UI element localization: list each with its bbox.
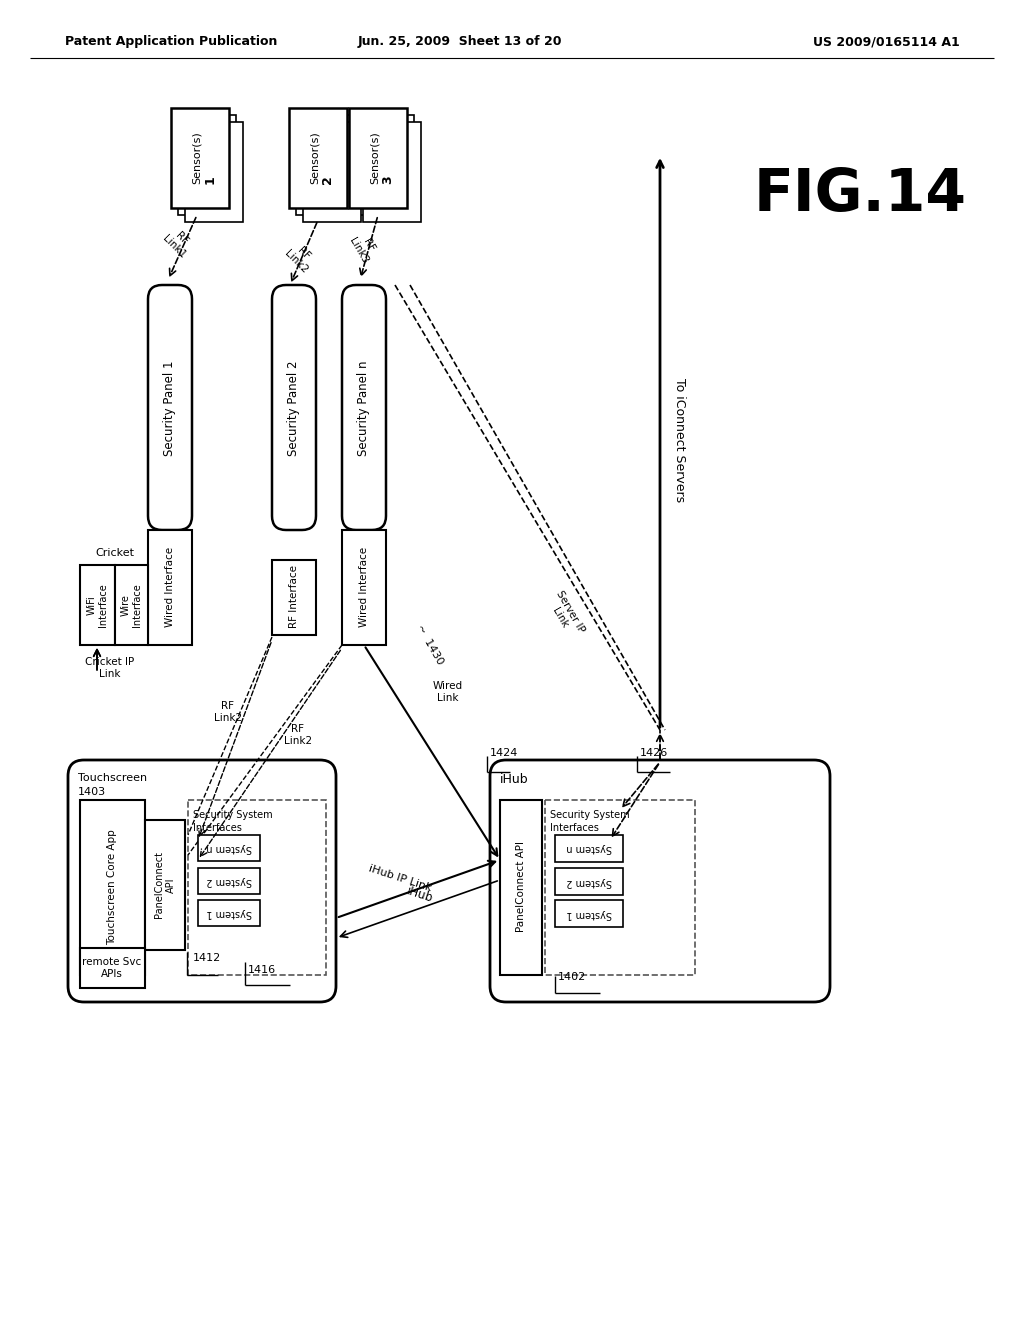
Bar	[272, 560, 316, 635]
Text: System 2: System 2	[206, 876, 252, 886]
Bar	[145, 820, 185, 950]
Text: Security Panel 1: Security Panel 1	[164, 360, 176, 455]
Bar	[555, 900, 623, 927]
Bar	[80, 800, 145, 975]
Text: 1403: 1403	[78, 787, 106, 797]
Text: Touchscreen: Touchscreen	[78, 774, 147, 783]
Text: iHub: iHub	[406, 884, 435, 906]
Bar	[349, 108, 407, 209]
Text: System 2: System 2	[566, 876, 612, 887]
Text: RF
Link2: RF Link2	[284, 725, 312, 746]
Text: Sensor(s): Sensor(s)	[370, 132, 380, 185]
Text: 1416: 1416	[248, 965, 276, 975]
Bar	[500, 800, 542, 975]
Text: Wired
Link: Wired Link	[433, 681, 463, 702]
Text: Security System: Security System	[550, 810, 630, 820]
Text: Security System: Security System	[193, 810, 272, 820]
Text: 1: 1	[204, 176, 216, 185]
Bar	[198, 836, 260, 861]
Text: System 1: System 1	[206, 908, 252, 917]
Text: System n: System n	[566, 843, 612, 853]
Text: Cricket: Cricket	[95, 548, 134, 558]
FancyBboxPatch shape	[68, 760, 336, 1002]
Text: Wired Interface: Wired Interface	[165, 546, 175, 627]
Text: iHub IP Link: iHub IP Link	[368, 863, 433, 892]
Text: ~  1430: ~ 1430	[415, 623, 445, 667]
Text: PanelConnect API: PanelConnect API	[516, 842, 526, 932]
Text: Patent Application Publication: Patent Application Publication	[65, 36, 278, 49]
Bar	[188, 800, 326, 975]
Text: RF
Link1: RF Link1	[161, 226, 196, 260]
Text: Sensor(s): Sensor(s)	[193, 132, 202, 185]
Text: iHub: iHub	[500, 774, 528, 785]
Text: US 2009/0165114 A1: US 2009/0165114 A1	[813, 36, 961, 49]
Text: Touchscreen Core App: Touchscreen Core App	[106, 829, 117, 945]
Text: Security Panel n: Security Panel n	[357, 360, 371, 455]
Text: Sensor(s): Sensor(s)	[310, 132, 319, 185]
Bar	[80, 565, 115, 645]
FancyBboxPatch shape	[342, 285, 386, 531]
Text: 1426: 1426	[640, 748, 669, 758]
Text: Cricket IP
Link: Cricket IP Link	[85, 657, 134, 678]
Bar	[296, 115, 354, 215]
Bar	[289, 108, 347, 209]
Text: PanelConnect
API: PanelConnect API	[155, 851, 176, 919]
Bar	[185, 121, 243, 222]
FancyBboxPatch shape	[490, 760, 830, 1002]
FancyBboxPatch shape	[272, 285, 316, 531]
Text: 2: 2	[322, 176, 335, 185]
Text: RF
Link3: RF Link3	[347, 231, 380, 265]
Bar	[178, 115, 236, 215]
Text: RF
Link2: RF Link2	[214, 701, 242, 723]
Text: 1402: 1402	[558, 972, 587, 982]
Bar	[342, 531, 386, 645]
Bar	[198, 900, 260, 927]
Bar	[198, 869, 260, 894]
Bar	[148, 531, 193, 645]
Text: 3: 3	[382, 176, 394, 185]
Text: System n: System n	[206, 843, 252, 853]
Text: Wire
Interface: Wire Interface	[120, 583, 141, 627]
Text: remote Svc
APIs: remote Svc APIs	[82, 957, 141, 979]
Bar	[362, 121, 421, 222]
Bar	[171, 108, 229, 209]
Text: WiFi
Interface: WiFi Interface	[86, 583, 108, 627]
Text: Server IP
Link: Server IP Link	[544, 589, 586, 640]
Text: Wired Interface: Wired Interface	[359, 546, 369, 627]
Text: FIG.14: FIG.14	[754, 166, 967, 223]
Text: Security Panel 2: Security Panel 2	[288, 360, 300, 455]
Bar	[555, 869, 623, 895]
FancyBboxPatch shape	[148, 285, 193, 531]
Text: System 1: System 1	[566, 909, 611, 919]
Bar	[356, 115, 414, 215]
Bar	[303, 121, 361, 222]
Bar	[80, 948, 145, 987]
Text: Interfaces: Interfaces	[550, 822, 599, 833]
Text: RF
Link2: RF Link2	[283, 240, 317, 276]
Bar	[555, 836, 623, 862]
Text: To iConnect Servers: To iConnect Servers	[674, 378, 686, 502]
Text: RF Interface: RF Interface	[289, 565, 299, 628]
Bar	[545, 800, 695, 975]
Bar	[115, 565, 148, 645]
Text: 1412: 1412	[193, 953, 221, 964]
Text: Interfaces: Interfaces	[193, 822, 242, 833]
Text: Jun. 25, 2009  Sheet 13 of 20: Jun. 25, 2009 Sheet 13 of 20	[357, 36, 562, 49]
Text: 1424: 1424	[490, 748, 518, 758]
